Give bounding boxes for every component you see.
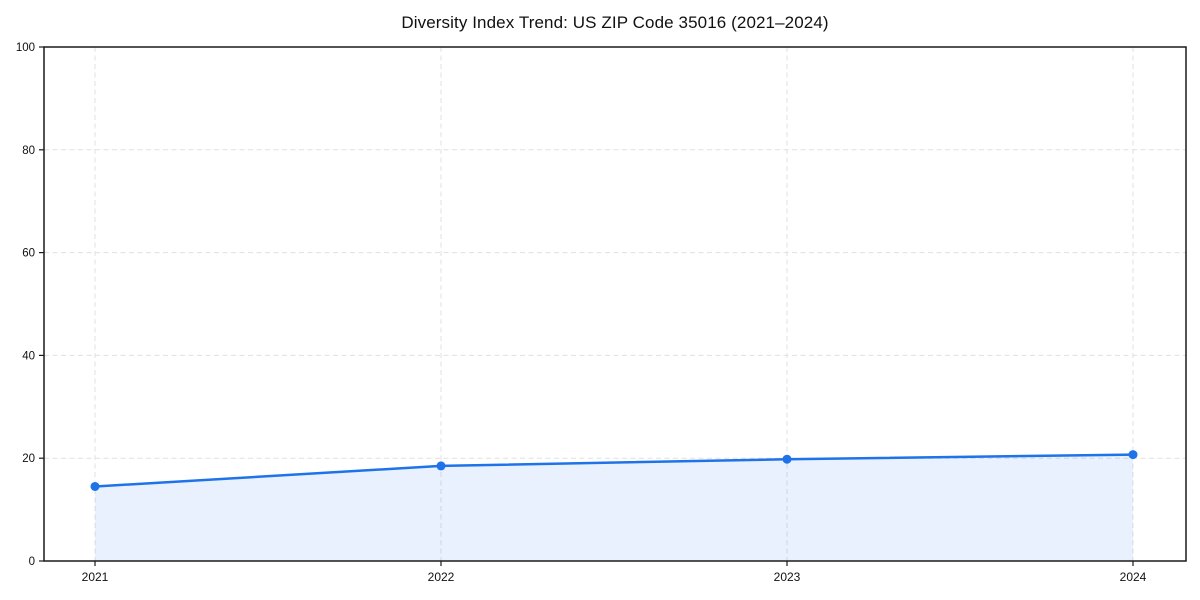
y-tick-label: 100 [16,42,35,54]
data-point-2023 [782,454,792,464]
y-tick-label: 40 [22,350,35,362]
x-tick-label: 2021 [82,570,109,584]
data-point-2021 [90,481,100,491]
y-tick-label: 20 [22,453,35,465]
data-point-2022 [436,461,446,471]
y-tick-label: 60 [22,248,35,260]
data-point-2024 [1128,450,1138,460]
chart-title: Diversity Index Trend: US ZIP Code 35016… [401,13,829,32]
plot-border [43,46,1187,562]
y-tick-label: 80 [22,145,35,157]
area-fill [95,454,1133,561]
x-tick-label: 2022 [428,570,455,584]
x-tick-label: 2024 [1120,570,1147,584]
x-tick-label: 2023 [774,570,801,584]
trend-line [93,453,1135,488]
y-tick-label: 0 [29,556,35,568]
